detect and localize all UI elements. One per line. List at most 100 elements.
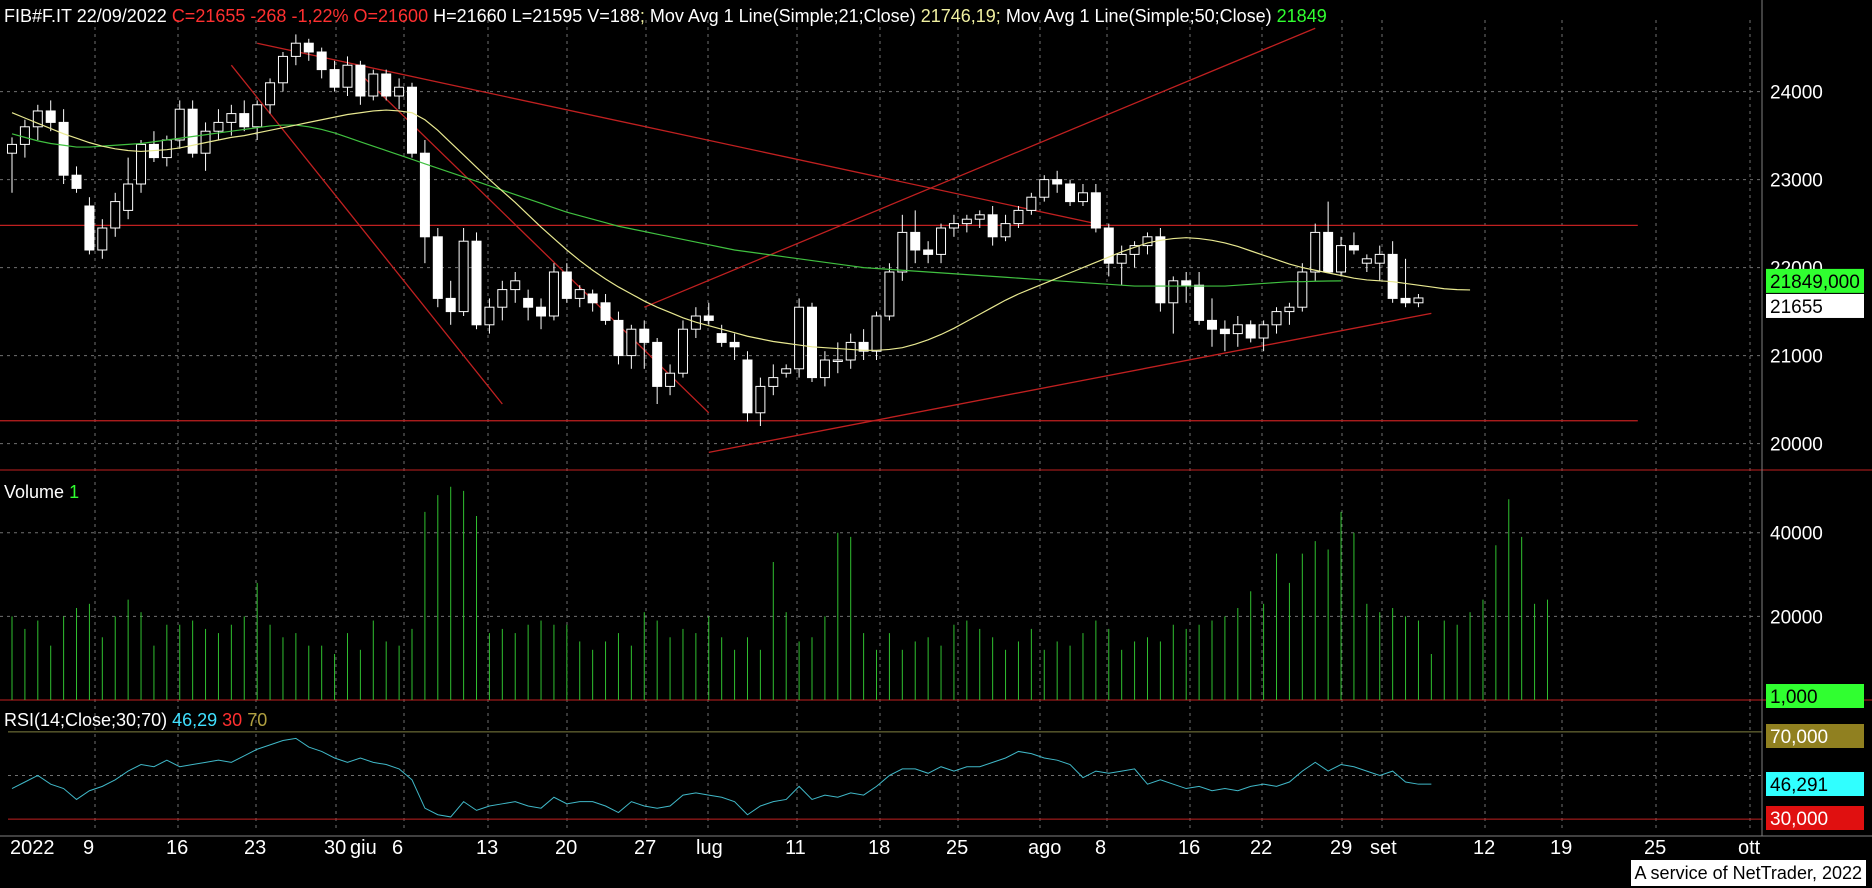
rsi-value-tag: 46,291 xyxy=(1770,775,1828,796)
candle-body xyxy=(1142,236,1153,247)
candle-body xyxy=(587,293,598,304)
candle-body xyxy=(1181,280,1192,286)
rsi-30-tag-bg xyxy=(1766,806,1864,830)
candle-body xyxy=(1039,179,1050,198)
axes: 2022 9 16 23 30 giu 6 13 20 27 lug 11 18 25 ago 8 16 22 29… xyxy=(10,83,1864,859)
candle-body xyxy=(1297,271,1308,308)
high-value: H=21660 xyxy=(433,6,507,26)
price-tick-label: 21000 xyxy=(1770,347,1823,368)
candle-body xyxy=(1168,280,1179,304)
ma50-label: Mov Avg 1 Line(Simple;50;Close) xyxy=(1005,6,1272,26)
candle-body xyxy=(381,73,392,97)
x-tick-label: giu xyxy=(350,837,377,859)
candle-body xyxy=(936,227,947,255)
x-tick-label: 25 xyxy=(946,837,968,859)
candle-body xyxy=(136,143,147,185)
x-tick-label: set xyxy=(1370,837,1397,859)
candle-body xyxy=(239,113,250,128)
x-tick-label: 30 xyxy=(324,837,346,859)
candle-body xyxy=(677,328,688,374)
candle-body xyxy=(1129,245,1140,255)
x-tick-label: 8 xyxy=(1095,837,1106,859)
x-tick-label: 18 xyxy=(868,837,890,859)
x-tick-label: 27 xyxy=(634,837,656,859)
close-value: C=21655 xyxy=(171,6,246,26)
rsi-30-tag: 30,000 xyxy=(1770,809,1828,830)
rsi-70-tag: 70,000 xyxy=(1770,727,1828,748)
price-tick-label: 20000 xyxy=(1770,435,1823,456)
rsi-high: 70 xyxy=(247,710,268,730)
candle-body xyxy=(1155,236,1166,304)
candle-body xyxy=(1348,245,1359,251)
candle-body xyxy=(1284,306,1295,313)
candle-body xyxy=(523,297,534,308)
candle-body xyxy=(639,328,650,343)
chart-grid xyxy=(0,20,1762,830)
low-value: L=21595 xyxy=(511,6,583,26)
volume-bars xyxy=(11,486,1548,700)
candle-body xyxy=(303,42,314,53)
candle-body xyxy=(755,385,766,414)
candle-body xyxy=(948,223,959,229)
ma50-price-tag-bg xyxy=(1766,268,1864,293)
candle-body xyxy=(226,113,237,123)
candle-body xyxy=(277,55,288,84)
footer-credit: A service of NetTrader, 2022 xyxy=(1630,860,1866,886)
x-tick-label: 6 xyxy=(392,837,403,859)
candle-body xyxy=(1361,258,1372,264)
candle-body xyxy=(213,121,224,132)
x-tick-label: lug xyxy=(696,837,723,859)
candle-body xyxy=(781,368,792,374)
volume-tag: 1,000 xyxy=(1770,687,1818,708)
candle-body xyxy=(1232,324,1243,335)
candle-body xyxy=(961,218,972,225)
candle-body xyxy=(187,108,198,154)
x-tick-label: 25 xyxy=(1644,837,1666,859)
candle-body xyxy=(342,64,353,88)
candle-body xyxy=(884,271,895,317)
x-tick-label: 29 xyxy=(1330,837,1352,859)
ma21-value: 21746,19 xyxy=(920,6,996,26)
trend-line xyxy=(708,312,1432,454)
candle-body xyxy=(987,214,998,238)
last-price-tag-bg xyxy=(1766,293,1864,318)
price-tick-label: 24000 xyxy=(1770,83,1823,104)
candle-body xyxy=(1077,192,1088,203)
candle-body xyxy=(1245,324,1256,339)
candle-body xyxy=(897,231,908,273)
trend-line xyxy=(230,64,503,405)
candle-body xyxy=(1207,319,1217,330)
x-tick-label: 2022 xyxy=(10,837,55,859)
candle-body xyxy=(1103,227,1114,264)
moving-averages xyxy=(11,109,1471,351)
candle-body xyxy=(355,64,366,97)
candle-body xyxy=(832,359,843,362)
volume-value: V=188 xyxy=(587,6,640,26)
candle-body xyxy=(626,328,637,357)
trend-lines xyxy=(0,27,1638,454)
volume-panel-title: Volume 1 xyxy=(4,482,79,503)
chart-header: FIB#F.IT 22/09/2022 C=21655 -268 -1,22% … xyxy=(4,6,1327,26)
candle-body xyxy=(923,249,934,255)
candle-body xyxy=(910,231,921,251)
x-tick-label: 11 xyxy=(785,837,806,859)
change-pct: -1,22% xyxy=(291,6,349,26)
candle-body xyxy=(794,306,805,370)
ma21-label: Mov Avg 1 Line(Simple;21;Close) xyxy=(649,6,916,26)
candle-body xyxy=(1323,231,1334,273)
x-tick-label: 19 xyxy=(1550,837,1572,859)
rsi-value: 46,29 xyxy=(172,710,218,730)
x-tick-label: 23 xyxy=(244,837,266,859)
x-tick-label: 13 xyxy=(476,837,498,859)
candle-body xyxy=(819,359,830,379)
x-tick-label: 22 xyxy=(1250,837,1272,859)
candle-body xyxy=(71,174,82,189)
x-tick-label: 9 xyxy=(83,837,94,859)
candle-body xyxy=(445,297,456,313)
trend-line xyxy=(359,73,710,414)
candle-body xyxy=(716,333,727,343)
candle-body xyxy=(858,341,869,352)
candle-body xyxy=(807,306,817,379)
open-value: O=21600 xyxy=(353,6,429,26)
candle-body xyxy=(871,315,882,352)
